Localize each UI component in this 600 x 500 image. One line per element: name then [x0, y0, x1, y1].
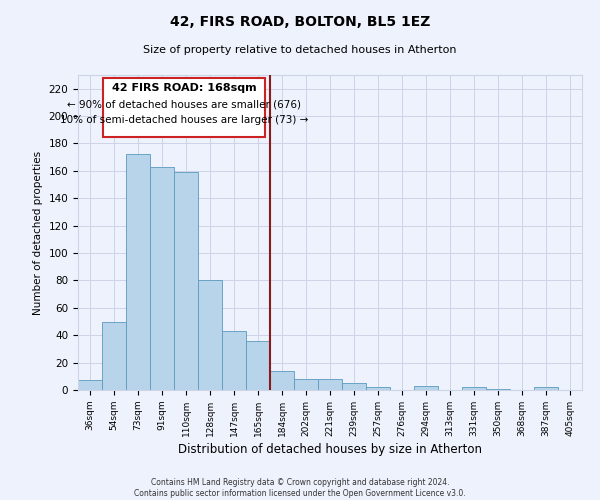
- FancyBboxPatch shape: [103, 78, 265, 136]
- Text: ← 90% of detached houses are smaller (676): ← 90% of detached houses are smaller (67…: [67, 100, 301, 110]
- Bar: [126, 154, 150, 390]
- Bar: [534, 388, 558, 390]
- Bar: [462, 388, 486, 390]
- Bar: [174, 172, 198, 390]
- Bar: [102, 322, 126, 390]
- Text: Size of property relative to detached houses in Atherton: Size of property relative to detached ho…: [143, 45, 457, 55]
- Bar: [78, 380, 102, 390]
- Text: 42, FIRS ROAD, BOLTON, BL5 1EZ: 42, FIRS ROAD, BOLTON, BL5 1EZ: [170, 15, 430, 29]
- Bar: [198, 280, 222, 390]
- Bar: [486, 388, 510, 390]
- Bar: [294, 379, 318, 390]
- Bar: [366, 388, 390, 390]
- Text: 10% of semi-detached houses are larger (73) →: 10% of semi-detached houses are larger (…: [60, 114, 308, 124]
- Bar: [342, 383, 366, 390]
- X-axis label: Distribution of detached houses by size in Atherton: Distribution of detached houses by size …: [178, 443, 482, 456]
- Bar: [150, 167, 174, 390]
- Bar: [414, 386, 438, 390]
- Text: Contains HM Land Registry data © Crown copyright and database right 2024.
Contai: Contains HM Land Registry data © Crown c…: [134, 478, 466, 498]
- Bar: [270, 371, 294, 390]
- Bar: [246, 340, 270, 390]
- Text: 42 FIRS ROAD: 168sqm: 42 FIRS ROAD: 168sqm: [112, 83, 257, 93]
- Bar: [222, 331, 246, 390]
- Bar: [318, 379, 342, 390]
- Y-axis label: Number of detached properties: Number of detached properties: [33, 150, 43, 314]
